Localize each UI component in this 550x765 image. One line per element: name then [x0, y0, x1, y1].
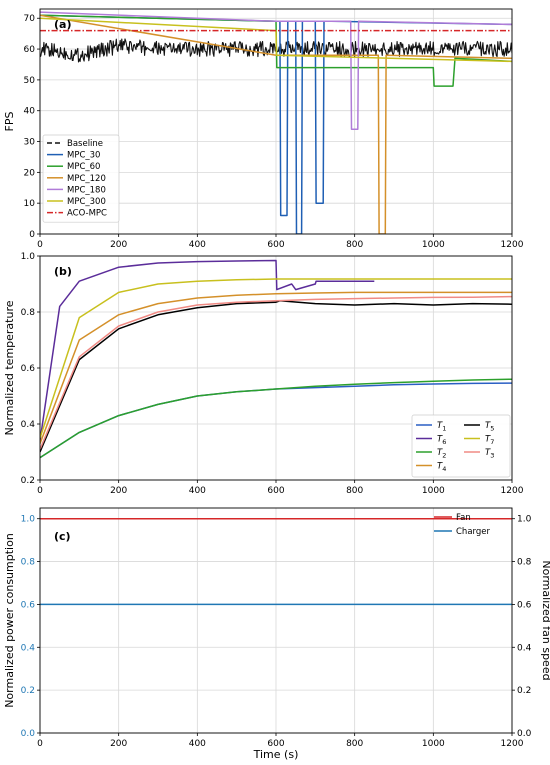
series-line-mpc-60: [40, 14, 512, 87]
legend: Fan Charger: [434, 513, 491, 537]
legend-label: T6: [437, 435, 446, 447]
legend-label: MPC_60: [67, 162, 100, 172]
legend-label: T2: [437, 448, 446, 460]
legend-label: MPC_300: [67, 197, 106, 207]
legend-label: Baseline: [67, 139, 103, 149]
x-tick-label: 0: [37, 486, 43, 496]
y-tick-label: 0: [29, 230, 35, 240]
y-tick-label: 0.0: [21, 729, 36, 739]
legend-label: MPC_120: [67, 174, 106, 184]
x-tick-label: 400: [189, 240, 206, 250]
legend-label: MPC_30: [67, 151, 100, 161]
series-line-mpc-300: [40, 17, 512, 63]
x-tick-label: 600: [267, 486, 284, 496]
y-tick-label: 60: [24, 45, 36, 55]
legend-label: MPC_180: [67, 185, 106, 195]
x-tick-label: 1000: [422, 486, 445, 496]
y-tick-label: 30: [24, 138, 36, 148]
y-tick-label: 0.4: [21, 420, 36, 430]
y-tick-label: 20: [24, 168, 36, 178]
x-tick-label: 1200: [501, 486, 524, 496]
y-axis-label: Normalized temperature: [3, 300, 16, 435]
y-right-tick-label: 0.0: [517, 729, 532, 739]
y-tick-label: 0.6: [21, 600, 36, 610]
y-tick-label: 70: [24, 14, 36, 24]
panel-0: 0 200 400 600 800 1000 1200 0 10 20 30 40 50 60 70 FPS (…: [3, 8, 524, 250]
y-tick-label: 0.6: [21, 364, 36, 374]
series-line-t2: [40, 378, 512, 459]
x-tick-label: 800: [346, 240, 363, 250]
legend-label: T1: [437, 421, 446, 433]
y-tick-label: 1.0: [21, 515, 36, 525]
series-line-t5: [40, 300, 512, 453]
plot-area: [40, 259, 512, 459]
y-right-tick-label: 0.8: [517, 558, 532, 568]
series-line-t4: [40, 291, 512, 444]
y-tick-label: 50: [24, 76, 36, 86]
y-tick-label: 40: [24, 107, 36, 117]
panel-label: (b): [54, 265, 72, 278]
legend-box: [411, 414, 511, 478]
y-right-tick-label: 0.4: [517, 643, 532, 653]
y-tick-label: 0.2: [21, 476, 35, 486]
y-tick-label: 0.2: [21, 686, 35, 696]
x-tick-label: 200: [110, 486, 127, 496]
series-line-mpc-180: [40, 11, 512, 130]
legend-label: ACO-MPC: [67, 209, 107, 219]
y-tick-label: 0.4: [21, 643, 36, 653]
y-axis-label: FPS: [3, 112, 16, 132]
x-tick-label: 1000: [422, 240, 445, 250]
x-tick-label: 800: [346, 486, 363, 496]
y-tick-label: 10: [24, 199, 36, 209]
legend-label: T4: [437, 462, 446, 474]
legend-label: T7: [485, 435, 494, 447]
x-tick-label: 400: [189, 486, 206, 496]
x-tick-label: 1000: [422, 739, 445, 749]
y-right-tick-label: 0.6: [517, 600, 532, 610]
x-axis-label: Time (s): [253, 748, 299, 761]
x-tick-label: 600: [267, 240, 284, 250]
legend-label: T3: [485, 448, 494, 460]
y-tick-label: 1.0: [21, 252, 36, 262]
x-tick-label: 600: [267, 739, 284, 749]
y-tick-label: 0.8: [21, 308, 36, 318]
series-line-t6: [40, 259, 375, 441]
panel-label: (a): [54, 18, 71, 31]
plot-area: [40, 11, 512, 234]
panel-2: 0 200 400 600 800 1000 12000.00.20.40.60.81.00…: [3, 507, 550, 761]
x-tick-label: 0: [37, 240, 43, 250]
series-line-t7: [40, 278, 512, 439]
plot-area: [40, 517, 512, 606]
y-right-tick-label: 0.2: [517, 686, 531, 696]
y-right-tick-label: 1.0: [517, 515, 532, 525]
x-tick-label: 200: [110, 240, 127, 250]
panel-label: (c): [54, 530, 71, 543]
panel-1: 0 200 400 600 800 1000 1200 0.2 0.4 0.6 0.8 1.0 Norm…: [3, 252, 524, 496]
series-line-t3: [40, 295, 512, 450]
y-tick-label: 0.8: [21, 558, 36, 568]
x-tick-label: 800: [346, 739, 363, 749]
x-tick-label: 1200: [501, 240, 524, 250]
legend-label: Fan: [456, 513, 471, 523]
x-tick-label: 1200: [501, 739, 524, 749]
legend-label: Charger: [456, 527, 491, 537]
legend-label: T5: [485, 421, 494, 433]
y-right-axis-label: Normalized fan speed: [540, 560, 550, 680]
x-tick-label: 0: [37, 739, 43, 749]
x-tick-label: 400: [189, 739, 206, 749]
x-tick-label: 200: [110, 739, 127, 749]
y-axis-label: Normalized power consumption: [3, 533, 16, 708]
